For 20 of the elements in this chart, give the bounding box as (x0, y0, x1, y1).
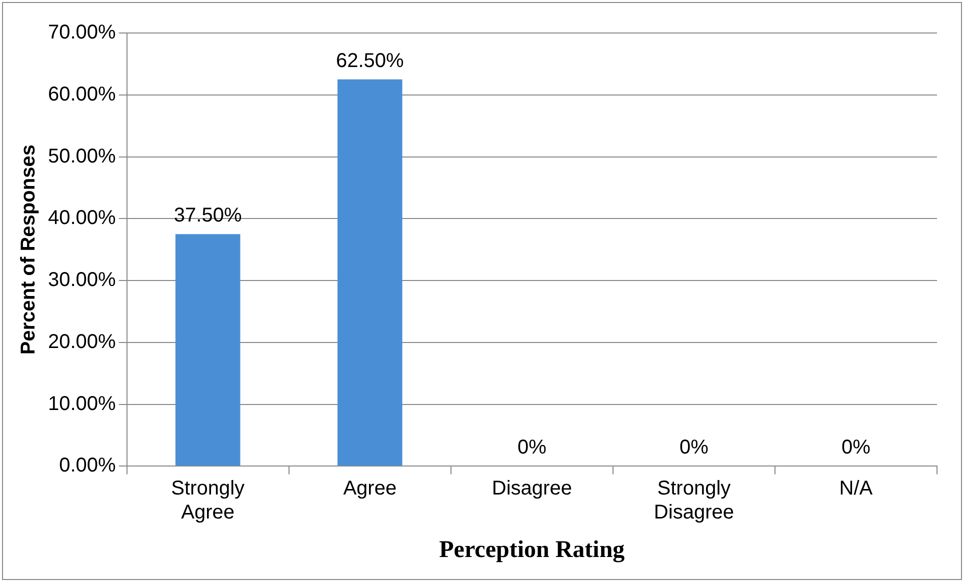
x-tick-label: Strongly Disagree (654, 478, 734, 524)
y-axis-title: Percent of Responses (18, 144, 40, 355)
x-axis-title: Perception Rating (439, 536, 625, 563)
y-tick-label: 0.00% (59, 454, 116, 477)
x-tick-label: Agree (343, 478, 397, 500)
y-tick-label: 30.00% (48, 269, 116, 292)
y-tick-label: 10.00% (48, 392, 116, 415)
data-label: 0% (842, 436, 871, 459)
data-label: 0% (679, 436, 709, 459)
y-tick-label: 20.00% (48, 330, 116, 353)
y-tick-label: 70.00% (48, 22, 116, 44)
data-label: 62.50% (336, 50, 404, 72)
x-tick-label: Disagree (492, 478, 572, 500)
data-label: 37.50% (174, 204, 242, 227)
x-tick-label: N/A (839, 478, 874, 500)
data-label: 0% (517, 436, 547, 459)
y-tick-label: 60.00% (48, 83, 116, 106)
x-tick-label: Strongly Agree (171, 478, 245, 524)
y-tick-label: 40.00% (48, 207, 116, 230)
y-tick-label: 50.00% (48, 145, 116, 168)
